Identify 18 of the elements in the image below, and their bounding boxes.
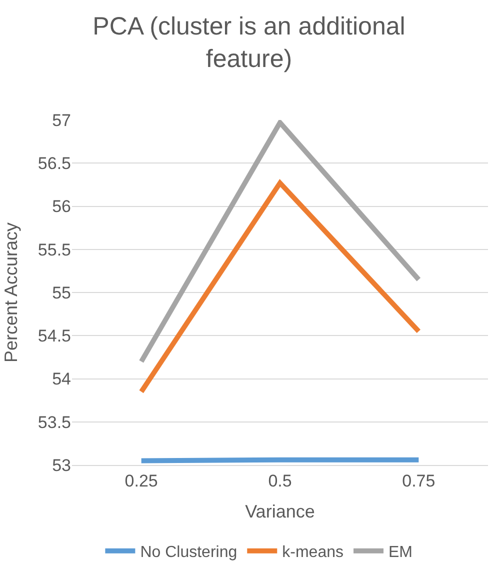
y-axis-title: Percent Accuracy	[1, 222, 22, 363]
legend-label: k-means	[282, 544, 344, 562]
y-tick-label: 55	[52, 283, 71, 302]
legend-label: No Clustering	[140, 544, 238, 562]
legend-label: EM	[388, 544, 412, 562]
x-axis-title: Variance	[245, 502, 315, 522]
y-tick-label: 53.5	[38, 412, 71, 432]
x-tick-label: 0.25	[124, 471, 158, 490]
x-tick-label: 0.5	[268, 471, 292, 490]
chart-title: PCA (cluster is an additional feature)	[92, 12, 406, 74]
y-tick-label: 55.5	[38, 240, 71, 260]
y-tick-label: 56.5	[38, 154, 71, 174]
y-tick-label: 54.5	[38, 326, 71, 346]
y-tick-label: 56	[52, 197, 71, 216]
y-tick-label: 54	[52, 370, 71, 389]
y-tick-label: 57	[52, 110, 71, 130]
y-tick-label: 53	[52, 456, 71, 475]
x-tick-label: 0.75	[402, 471, 436, 490]
